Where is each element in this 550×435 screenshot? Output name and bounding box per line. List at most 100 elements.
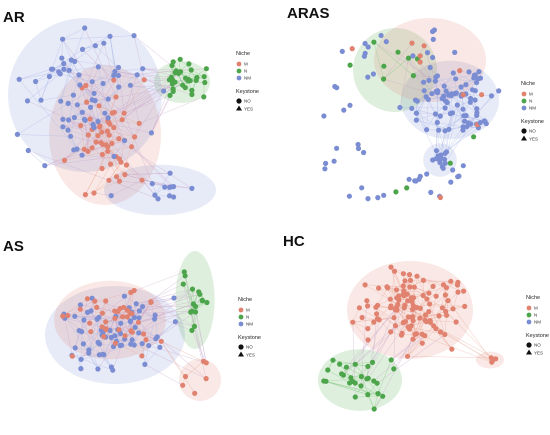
node-m [365, 303, 371, 309]
node-m [116, 136, 122, 142]
edge [60, 100, 95, 128]
node-nm [482, 118, 488, 124]
edge [102, 332, 131, 345]
edge [407, 325, 434, 357]
edge [126, 164, 153, 184]
edge [440, 104, 458, 117]
edge [383, 42, 413, 80]
node-n [347, 380, 353, 386]
node-nm [72, 345, 78, 351]
network-aras [321, 18, 502, 202]
node-m [180, 382, 186, 388]
node-n [330, 357, 336, 363]
node-nm [462, 118, 468, 124]
node-m [371, 319, 377, 325]
legend-label-nm: NM [534, 320, 541, 325]
node-m [141, 331, 147, 337]
node-nm [397, 104, 403, 111]
node-nm [72, 313, 78, 319]
node-m [97, 123, 103, 129]
node-m [408, 323, 414, 329]
node-nm [80, 341, 86, 347]
edge [68, 83, 104, 104]
node-m [84, 296, 90, 302]
edge [416, 96, 427, 114]
edge [141, 180, 156, 196]
node-m [374, 311, 380, 317]
node-nm [448, 179, 454, 185]
node-m [109, 110, 115, 116]
node-m [87, 116, 93, 122]
edge [390, 271, 395, 308]
node-m [88, 329, 94, 335]
node-m [448, 278, 454, 284]
node-m [388, 303, 394, 309]
node-nm [477, 120, 483, 126]
legend-label-m: M [244, 62, 248, 67]
node-nm [370, 71, 376, 77]
node-nm [440, 165, 446, 171]
edge [346, 309, 396, 368]
node-nm [347, 102, 353, 108]
node-m [427, 301, 433, 307]
edge [123, 95, 171, 114]
node-m [117, 305, 123, 312]
node-m [404, 353, 411, 359]
node-nm [77, 82, 83, 88]
node-m [69, 353, 75, 359]
node-nm [131, 33, 137, 39]
node-nm [61, 60, 67, 67]
edge [98, 105, 109, 147]
legend-label-nm: NM [244, 76, 251, 81]
node-m [101, 334, 107, 340]
node-m [442, 331, 448, 338]
edge [124, 174, 170, 188]
node-n [167, 92, 173, 98]
node-nm [101, 40, 107, 46]
edge [424, 78, 456, 91]
node-n [358, 373, 364, 380]
node-nm [381, 192, 387, 198]
node-nm [355, 141, 361, 148]
legend-label-nm: NM [246, 322, 253, 327]
node-m [78, 122, 84, 129]
edge [71, 355, 113, 371]
edge [28, 150, 110, 181]
edge [62, 27, 85, 40]
edge [430, 296, 437, 323]
node-m [364, 298, 370, 304]
node-n [202, 79, 208, 86]
edge [80, 334, 103, 360]
node-m [375, 302, 381, 308]
edge [343, 309, 396, 376]
edge [352, 322, 369, 341]
edge [98, 317, 121, 324]
edge [130, 85, 164, 92]
node-nm [149, 181, 155, 187]
edge [68, 27, 85, 71]
node-nm [406, 176, 412, 182]
edge [144, 315, 156, 365]
node-nm [89, 79, 95, 85]
node-m [433, 326, 439, 332]
edge [109, 36, 119, 88]
edge [62, 125, 81, 128]
node-n [388, 357, 394, 363]
node-nm [79, 152, 85, 158]
node-nm [152, 312, 158, 318]
edge [71, 59, 119, 68]
edge [114, 71, 138, 76]
node-m [420, 277, 426, 283]
edge [325, 381, 383, 397]
node-nm [460, 127, 466, 133]
legend-swatch-n [526, 312, 532, 318]
node-m [407, 277, 414, 283]
node-nm [323, 160, 329, 166]
edge [73, 74, 80, 96]
edge [366, 378, 379, 394]
node-m [394, 295, 400, 301]
edge [114, 71, 170, 81]
edge [99, 354, 112, 368]
node-nm [472, 97, 478, 103]
edge [28, 150, 46, 166]
